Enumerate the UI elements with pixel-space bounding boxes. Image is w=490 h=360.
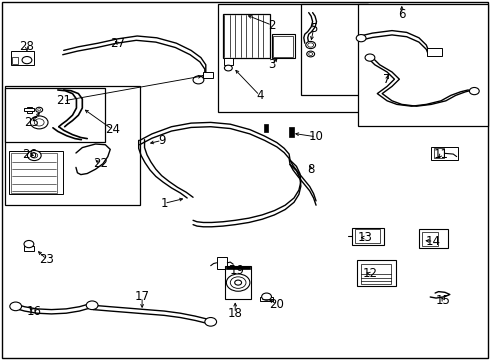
Bar xyxy=(434,148,444,158)
Text: 26: 26 xyxy=(22,148,37,161)
Bar xyxy=(422,232,438,246)
Bar xyxy=(361,264,391,284)
Bar xyxy=(9,151,63,194)
Text: 12: 12 xyxy=(363,267,377,280)
Circle shape xyxy=(30,116,48,129)
Circle shape xyxy=(38,109,41,111)
Circle shape xyxy=(86,301,98,310)
Text: 21: 21 xyxy=(56,94,71,107)
Circle shape xyxy=(205,318,217,326)
Bar xyxy=(5,88,105,142)
Text: 5: 5 xyxy=(310,22,318,35)
Bar xyxy=(217,257,227,269)
Bar xyxy=(273,36,293,57)
Text: 17: 17 xyxy=(135,291,149,303)
Bar xyxy=(352,228,384,245)
Bar xyxy=(224,58,233,65)
Bar xyxy=(223,14,270,58)
Bar xyxy=(27,107,32,113)
Circle shape xyxy=(230,277,246,288)
Circle shape xyxy=(36,107,43,112)
Circle shape xyxy=(22,57,32,64)
Circle shape xyxy=(224,65,232,71)
Bar xyxy=(11,51,34,65)
Bar xyxy=(355,229,380,243)
Text: 28: 28 xyxy=(20,40,34,53)
Bar xyxy=(24,246,34,251)
Text: 23: 23 xyxy=(39,253,54,266)
Text: 27: 27 xyxy=(110,37,125,50)
Bar xyxy=(5,86,140,205)
Bar xyxy=(11,153,57,193)
Bar xyxy=(289,127,294,137)
Text: 20: 20 xyxy=(270,298,284,311)
Text: 18: 18 xyxy=(228,307,243,320)
Bar xyxy=(358,4,488,126)
Text: 1: 1 xyxy=(160,197,168,210)
Circle shape xyxy=(24,240,34,248)
Text: 16: 16 xyxy=(27,305,42,318)
Circle shape xyxy=(469,87,479,95)
Text: 3: 3 xyxy=(268,58,276,71)
Text: 25: 25 xyxy=(24,116,39,129)
Circle shape xyxy=(356,35,366,42)
Bar xyxy=(427,48,442,56)
Circle shape xyxy=(262,293,271,300)
Circle shape xyxy=(34,119,44,126)
Text: 13: 13 xyxy=(358,231,372,244)
Bar xyxy=(264,124,268,132)
Bar xyxy=(301,4,368,95)
Bar xyxy=(357,260,396,286)
Text: 8: 8 xyxy=(307,163,315,176)
Bar xyxy=(419,229,448,248)
Text: 14: 14 xyxy=(426,235,441,248)
Text: 4: 4 xyxy=(256,89,264,102)
Circle shape xyxy=(193,76,204,84)
Circle shape xyxy=(27,150,41,161)
Circle shape xyxy=(31,153,38,158)
Text: 15: 15 xyxy=(436,294,451,307)
Bar xyxy=(24,108,34,111)
Bar xyxy=(226,266,250,269)
Bar xyxy=(203,72,213,78)
Circle shape xyxy=(235,280,242,285)
Circle shape xyxy=(10,302,22,311)
Text: 24: 24 xyxy=(105,123,120,136)
Bar xyxy=(12,57,18,64)
Text: 9: 9 xyxy=(158,134,166,147)
Circle shape xyxy=(226,274,250,291)
Circle shape xyxy=(306,41,316,49)
Text: 10: 10 xyxy=(309,130,323,143)
Bar xyxy=(260,297,273,301)
Circle shape xyxy=(309,53,313,55)
Circle shape xyxy=(308,43,314,47)
Text: 7: 7 xyxy=(383,73,391,86)
Text: 6: 6 xyxy=(398,8,406,21)
Bar xyxy=(225,266,251,299)
Bar xyxy=(272,34,295,58)
Text: 19: 19 xyxy=(230,264,245,276)
Text: 2: 2 xyxy=(268,19,276,32)
Bar xyxy=(218,4,368,112)
Bar xyxy=(431,147,458,160)
Text: 22: 22 xyxy=(93,157,108,170)
Circle shape xyxy=(307,51,315,57)
Circle shape xyxy=(365,54,375,61)
Text: 11: 11 xyxy=(434,148,448,161)
